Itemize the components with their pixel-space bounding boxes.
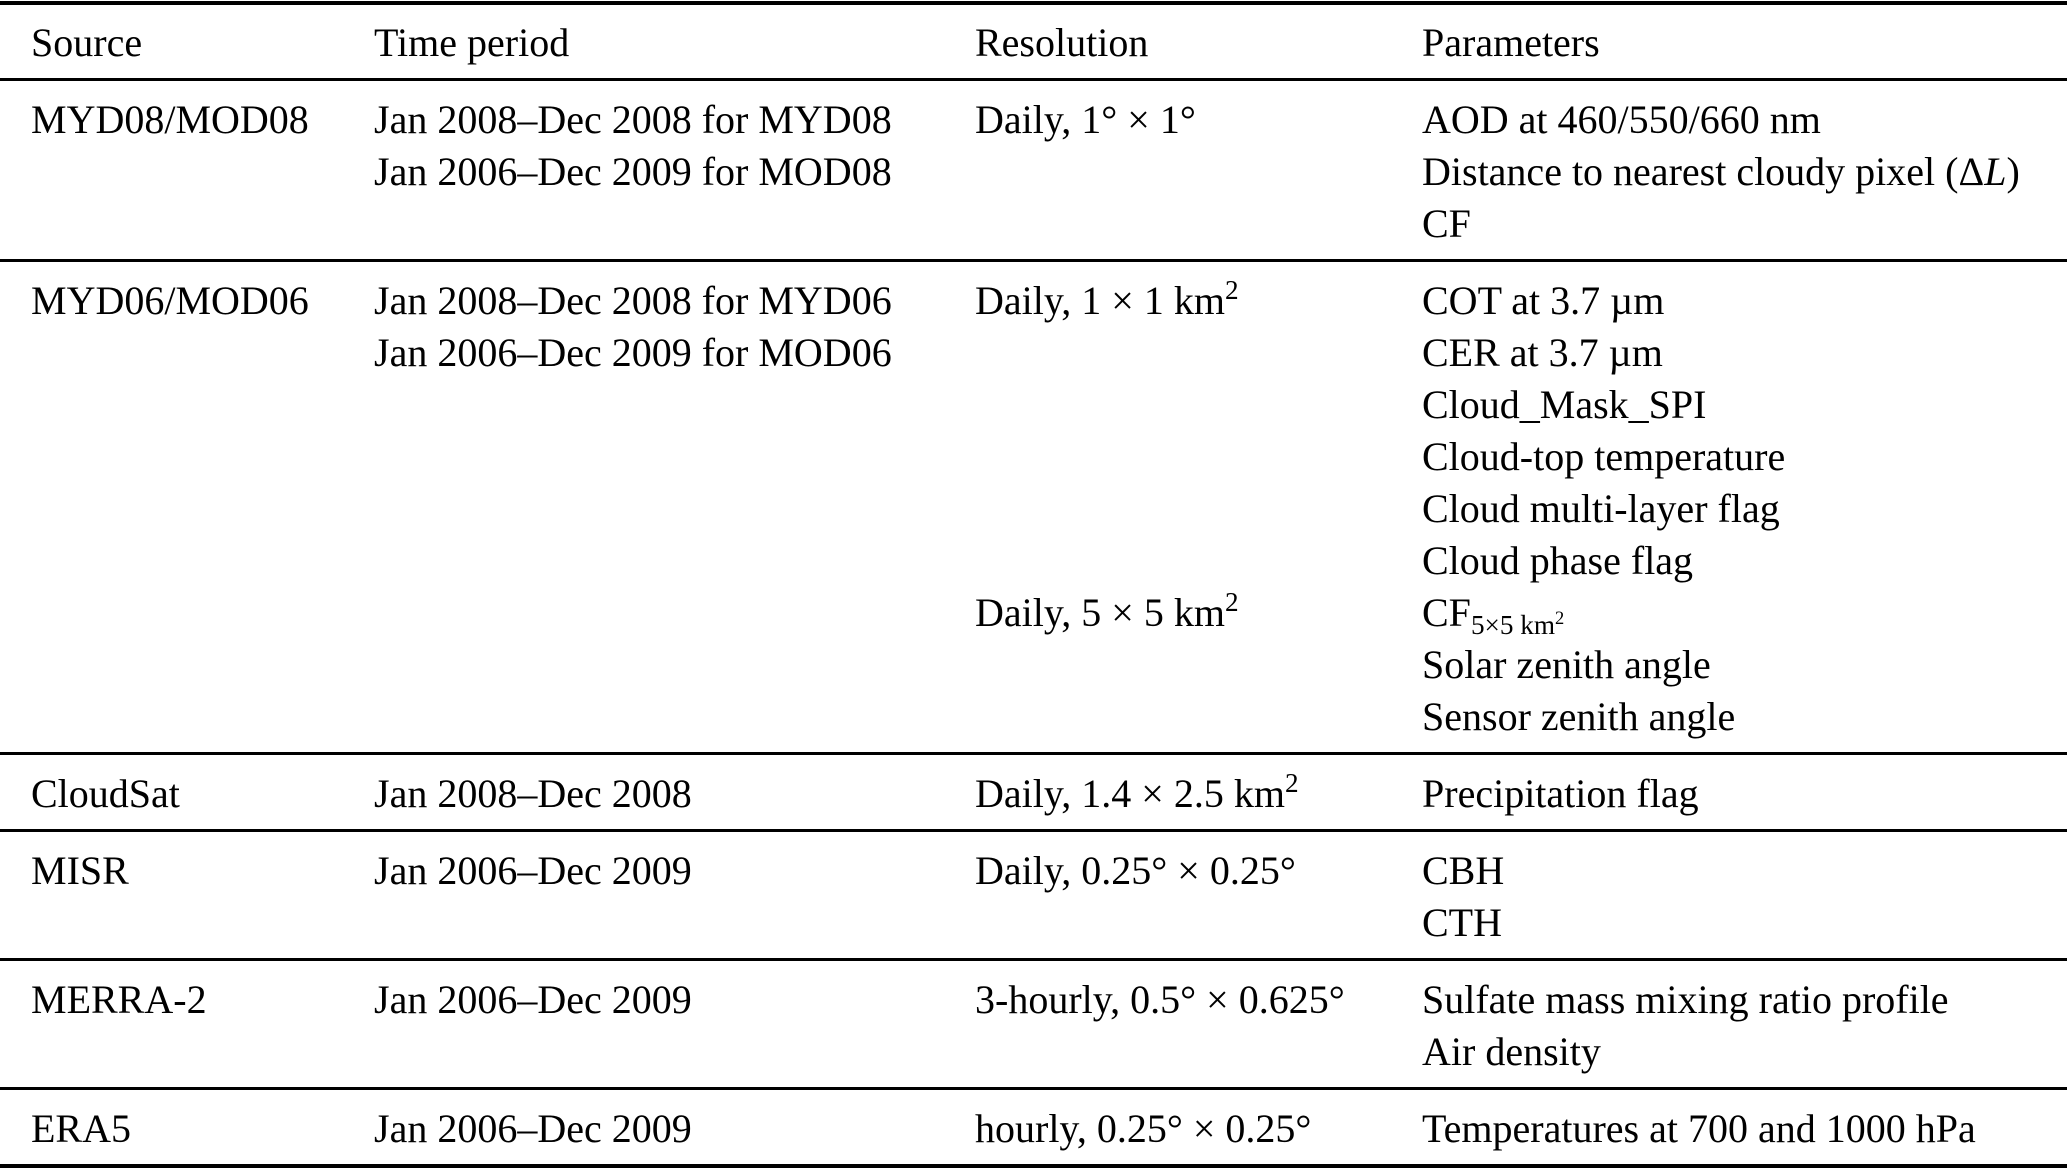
- blank-line: [975, 327, 1422, 379]
- cell-source: MISR: [31, 845, 374, 949]
- text-line: Precipitation flag: [1422, 771, 1699, 816]
- blank-line: [975, 379, 1422, 431]
- text-line: Jan 2008–Dec 2008 for MYD08: [374, 97, 892, 142]
- table-row: MISR Jan 2006–Dec 2009 Daily, 0.25° × 0.…: [0, 832, 2067, 961]
- superscript-text: 2: [1284, 768, 1299, 799]
- text-line: 3-hourly, 0.5° × 0.625°: [975, 977, 1345, 1022]
- cell-parameters: CBH CTH: [1422, 845, 2067, 949]
- table-row: MYD08/MOD08 Jan 2008–Dec 2008 for MYD08 J…: [0, 81, 2067, 262]
- italic-text: L: [1984, 149, 2007, 194]
- text-line: Cloud multi-layer flag: [1422, 486, 1780, 531]
- text-line: MERRA-2: [31, 977, 207, 1022]
- text-line: Distance to nearest cloudy pixel (ΔL): [1422, 149, 2020, 194]
- text-line: CF5×5 km2: [1422, 590, 1565, 641]
- cell-resolution: Daily, 0.25° × 0.25°: [975, 845, 1422, 949]
- cell-parameters: Sulfate mass mixing ratio profile Air den…: [1422, 974, 2067, 1078]
- cell-time-period: Jan 2008–Dec 2008 for MYD06 Jan 2006–Dec …: [374, 275, 975, 743]
- text-line: Jan 2006–Dec 2009 for MOD06: [374, 330, 892, 375]
- column-header-label-source: Source: [31, 20, 143, 65]
- superscript-text: 2: [1224, 275, 1239, 306]
- text-line: Cloud phase flag: [1422, 538, 1694, 583]
- column-header-label-resolution: Resolution: [975, 20, 1149, 65]
- superscript-text: 2: [1555, 607, 1565, 628]
- text-line: MYD08/MOD08: [31, 97, 309, 142]
- text-line: ERA5: [31, 1106, 131, 1151]
- text-line: Cloud_Mask_SPI: [1422, 382, 1707, 427]
- column-header-label-parameters: Parameters: [1422, 20, 1600, 65]
- column-header-time-period: Time period: [374, 17, 975, 69]
- superscript-text: 2: [1224, 587, 1239, 618]
- text-line: MISR: [31, 848, 129, 893]
- table-row: MERRA-2 Jan 2006–Dec 2009 3-hourly, 0.5°…: [0, 961, 2067, 1090]
- text-line: Jan 2006–Dec 2009: [374, 977, 692, 1022]
- cell-resolution: Daily, 1 × 1 km2 Daily, 5 × 5 km2: [975, 275, 1422, 743]
- text-line: Jan 2006–Dec 2009: [374, 1106, 692, 1151]
- cell-time-period: Jan 2006–Dec 2009: [374, 1103, 975, 1155]
- column-header-source: Source: [31, 17, 374, 69]
- text-line: Jan 2006–Dec 2009: [374, 848, 692, 893]
- text-line: AOD at 460/550/660 nm: [1422, 97, 1821, 142]
- column-header-parameters: Parameters: [1422, 17, 2067, 69]
- text-line: CTH: [1422, 900, 1502, 945]
- table-row: CloudSat Jan 2008–Dec 2008 Daily, 1.4 × …: [0, 755, 2067, 832]
- column-header-label-time-period: Time period: [374, 20, 570, 65]
- subscript-text: 5×5 km2: [1470, 607, 1565, 641]
- cell-time-period: Jan 2008–Dec 2008 for MYD08 Jan 2006–Dec …: [374, 94, 975, 250]
- text-line: Daily, 5 × 5 km2: [975, 587, 1239, 635]
- text-line: Solar zenith angle: [1422, 642, 1711, 687]
- cell-time-period: Jan 2008–Dec 2008: [374, 768, 975, 820]
- text-line: CER at 3.7 µm: [1422, 330, 1663, 375]
- cell-parameters: COT at 3.7 µm CER at 3.7 µm Cloud_Mask_SPI…: [1422, 275, 2067, 743]
- text-line: Daily, 1.4 × 2.5 km2: [975, 768, 1299, 816]
- text-line: Jan 2008–Dec 2008: [374, 771, 692, 816]
- cell-source: MYD06/MOD06: [31, 275, 374, 743]
- cell-time-period: Jan 2006–Dec 2009: [374, 845, 975, 949]
- text-line: Air density: [1422, 1029, 1601, 1074]
- cell-resolution: Daily, 1.4 × 2.5 km2: [975, 768, 1422, 820]
- cell-time-period: Jan 2006–Dec 2009: [374, 974, 975, 1078]
- cell-source: ERA5: [31, 1103, 374, 1155]
- cell-resolution: 3-hourly, 0.5° × 0.625°: [975, 974, 1422, 1078]
- cell-parameters: Temperatures at 700 and 1000 hPa: [1422, 1103, 2067, 1155]
- column-header-resolution: Resolution: [975, 17, 1422, 69]
- text-line: Jan 2006–Dec 2009 for MOD08: [374, 149, 892, 194]
- text-line: Daily, 0.25° × 0.25°: [975, 848, 1296, 893]
- cell-source: MERRA-2: [31, 974, 374, 1078]
- cell-resolution: Daily, 1° × 1°: [975, 94, 1422, 250]
- text-line: Cloud-top temperature: [1422, 434, 1786, 479]
- cell-source: CloudSat: [31, 768, 374, 820]
- cell-parameters: AOD at 460/550/660 nm Distance to nearest…: [1422, 94, 2067, 250]
- blank-line: [975, 483, 1422, 535]
- text-line: CloudSat: [31, 771, 180, 816]
- text-line: CBH: [1422, 848, 1505, 893]
- blank-line: [975, 431, 1422, 483]
- text-line: hourly, 0.25° × 0.25°: [975, 1106, 1312, 1151]
- text-line: Daily, 1° × 1°: [975, 97, 1196, 142]
- text-line: Daily, 1 × 1 km2: [975, 275, 1239, 323]
- text-line: MYD06/MOD06: [31, 278, 309, 323]
- cell-parameters: Precipitation flag: [1422, 768, 2067, 820]
- table-header-row: Source Time period Resolution Parameters: [0, 5, 2067, 81]
- text-line: Jan 2008–Dec 2008 for MYD06: [374, 278, 892, 323]
- cell-resolution: hourly, 0.25° × 0.25°: [975, 1103, 1422, 1155]
- cell-source: MYD08/MOD08: [31, 94, 374, 250]
- table-row: MYD06/MOD06 Jan 2008–Dec 2008 for MYD06 J…: [0, 262, 2067, 755]
- text-line: CF: [1422, 201, 1471, 246]
- text-line: Sulfate mass mixing ratio profile: [1422, 977, 1949, 1022]
- text-line: COT at 3.7 µm: [1422, 278, 1665, 323]
- blank-line: [975, 535, 1422, 587]
- table-row: ERA5 Jan 2006–Dec 2009 hourly, 0.25° × 0…: [0, 1090, 2067, 1164]
- text-line: Temperatures at 700 and 1000 hPa: [1422, 1106, 1976, 1151]
- text-line: Sensor zenith angle: [1422, 694, 1736, 739]
